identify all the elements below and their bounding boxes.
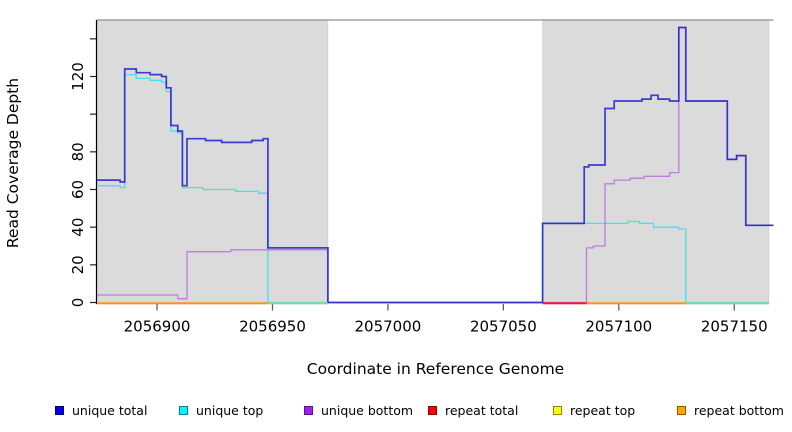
legend-label: unique bottom	[321, 402, 414, 418]
x-tick-label: 2057150	[701, 318, 768, 336]
y-tick-label: 40	[69, 218, 87, 237]
legend-item: repeat top	[553, 401, 635, 419]
legend-item: repeat total	[428, 401, 518, 419]
legend-label: unique top	[196, 402, 264, 418]
series-unique-top	[97, 73, 769, 304]
legend: unique total unique top unique bottom repea…	[0, 401, 792, 421]
y-axis-title: Read Coverage Depth	[4, 77, 22, 249]
y-tick-label: 0	[69, 298, 87, 308]
legend-item: unique bottom	[304, 401, 413, 419]
legend-swatch-repeat-top	[553, 405, 562, 415]
legend-swatch-repeat-total	[428, 405, 437, 415]
legend-label: unique total	[72, 402, 148, 418]
legend-item: repeat bottom	[677, 401, 784, 419]
legend-label: repeat top	[570, 402, 636, 418]
series-unique-total	[97, 26, 774, 304]
repeat-region-left	[96, 19, 329, 305]
legend-swatch-unique-total	[55, 405, 64, 415]
x-tick-label: 2057000	[355, 318, 422, 336]
legend-item: unique total	[55, 401, 147, 419]
x-tick-label: 2056950	[239, 318, 306, 336]
x-axis-title: Coordinate in Reference Genome	[306, 360, 565, 378]
x-tick-label: 2057100	[585, 318, 652, 336]
legend-label: repeat total	[445, 402, 519, 418]
x-tick-label: 2057050	[470, 318, 537, 336]
x-tick-label: 2056900	[124, 318, 191, 336]
repeat-region-right	[542, 19, 770, 305]
legend-swatch-unique-top	[179, 405, 188, 415]
y-tick-label: 20	[69, 255, 87, 274]
legend-swatch-repeat-bottom	[677, 405, 686, 415]
y-tick-label: 120	[69, 62, 87, 91]
y-tick-label: 60	[69, 180, 87, 199]
legend-swatch-unique-bottom	[304, 405, 313, 415]
legend-item: unique top	[179, 401, 263, 419]
legend-label: repeat bottom	[694, 402, 784, 418]
y-tick-label: 80	[69, 142, 87, 161]
